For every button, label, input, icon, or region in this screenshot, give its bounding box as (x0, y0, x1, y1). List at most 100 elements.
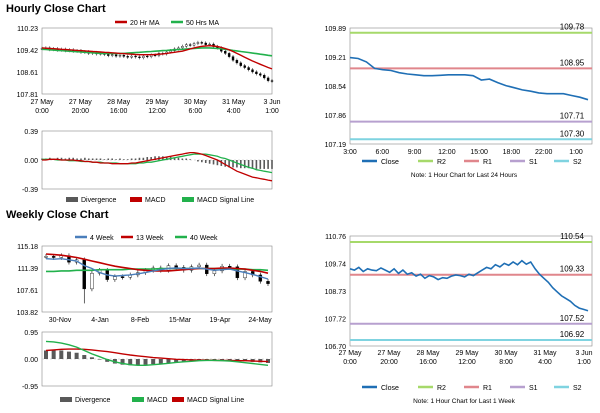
hourly-price-legend-label: 20 Hr MA (130, 20, 160, 27)
hourly-levels-legend-label: R2 (437, 159, 446, 166)
weekly-levels-x-tick: 27 May (378, 350, 401, 357)
hourly-levels-legend-label: S1 (529, 159, 538, 166)
hourly-divergence-bar (185, 158, 188, 160)
hourly-levels-x-tick: 18:00 (503, 149, 521, 156)
hourly-divergence-bar (201, 160, 203, 163)
hourly-macd-chart: 0.39 0.00 -0.39 Divergence MACD MACD Signal L… (22, 129, 273, 204)
weekly-candle-body (90, 272, 94, 290)
hourly-divergence-bar (224, 160, 227, 167)
hourly-levels-legend-label: S2 (573, 159, 582, 166)
weekly-macd-legend-label: MACD (147, 397, 168, 404)
hourly-levels-chart: 109.89 109.21 108.54 107.86 107.19 109.78 108.… (325, 23, 593, 179)
hourly-divergence-bar (228, 160, 230, 168)
hourly-levels-close-line (349, 56, 589, 101)
weekly-candle-body (113, 276, 117, 280)
hourly-levels-level-s2-label: 107.30 (560, 129, 585, 138)
hourly-divergence-bar (87, 158, 90, 160)
hourly-candle-body (192, 43, 196, 46)
weekly-signal-line (45, 348, 269, 363)
weekly-levels-y-tick: 110.76 (325, 234, 346, 241)
hourly-levels-level-r2-label: 109.78 (560, 23, 585, 32)
hourly-price-y-tick: 108.61 (17, 70, 39, 77)
weekly-levels-y-tick: 109.74 (325, 262, 347, 269)
hourly-divergence-bar (126, 159, 129, 160)
weekly-macd-y-tick: -0.95 (22, 384, 38, 391)
hourly-divergence-bar (271, 160, 273, 169)
weekly-candle-body (51, 256, 56, 258)
weekly-price-y-tick: 103.82 (17, 310, 39, 317)
weekly-divergence-bar (120, 359, 125, 365)
hourly-candle-body (224, 50, 227, 54)
hourly-divergence-bar (68, 157, 71, 160)
weekly-macd-chart: 0.95 0.00 -0.95 Divergence MACD MACD Signal L… (22, 330, 273, 404)
weekly-chart-title: Weekly Close Chart (6, 209, 109, 221)
hourly-price-y-tick: 109.42 (17, 48, 39, 55)
weekly-divergence-bar (135, 359, 140, 366)
hourly-divergence-bar (251, 160, 254, 169)
weekly-levels-level-r2-label: 110.54 (560, 232, 584, 241)
weekly-macd-line (45, 340, 269, 366)
hourly-candle-body (263, 74, 266, 79)
weekly-candle-body (258, 274, 263, 282)
weekly-divergence-bar (44, 350, 48, 359)
weekly-levels-y-tick: 108.73 (325, 289, 347, 296)
weekly-levels-legend-label: R1 (483, 385, 492, 392)
weekly-levels-y-tick: 106.70 (325, 344, 347, 351)
hourly-price-x-tick: 0:00 (35, 108, 49, 115)
hourly-candle-body (134, 55, 137, 58)
hourly-divergence-bar (138, 157, 141, 160)
weekly-price-x-tick: 4-Jan (91, 317, 109, 324)
hourly-candle-body (118, 55, 122, 57)
hourly-price-x-tick: 3 Jun (263, 99, 280, 106)
weekly-divergence-bar (220, 359, 225, 361)
hourly-price-plot-frame (41, 27, 273, 95)
hourly-candle-body (204, 42, 207, 45)
hourly-divergence-bar (91, 158, 94, 160)
hourly-candle-body (270, 80, 274, 82)
hourly-divergence-bar (247, 160, 250, 169)
hourly-price-x-tick: 27 May (69, 99, 92, 106)
hourly-divergence-bar (111, 158, 113, 160)
hourly-candle-body (243, 65, 246, 68)
hourly-macd-y-tick: -0.39 (22, 187, 38, 194)
hourly-candle-body (251, 69, 254, 73)
weekly-divergence-bar (89, 357, 94, 359)
weekly-divergence-bar (74, 352, 79, 359)
hourly-candle-body (266, 77, 270, 81)
weekly-price-y-tick: 107.61 (17, 288, 39, 295)
weekly-levels-chart: 110.76 109.74 108.73 107.72 106.70 110.54 109.… (325, 232, 593, 405)
hourly-divergence-bar (259, 160, 262, 169)
weekly-candle-body (228, 266, 232, 268)
weekly-candle-body (212, 270, 217, 274)
weekly-levels-legend-label: S2 (573, 385, 582, 392)
weekly-divergence-bar (151, 359, 156, 365)
hourly-divergence-bar (220, 160, 223, 166)
hourly-candle-body (138, 56, 141, 58)
weekly-divergence-bar (59, 350, 64, 359)
hourly-signal-line (42, 153, 273, 174)
weekly-divergence-bar (105, 359, 110, 362)
weekly-levels-legend-label: R2 (437, 385, 446, 392)
weekly-levels-x-tick: 4:00 (538, 359, 552, 366)
hourly-divergence-bar (64, 158, 67, 160)
hourly-macd-legend-label: MACD (145, 197, 166, 204)
weekly-levels-legend-label: Close (381, 385, 399, 392)
weekly-levels-x-tick: 16:00 (419, 359, 437, 366)
hourly-price-x-tick: 31 May (222, 99, 245, 106)
hourly-price-x-tick: 20:00 (72, 108, 90, 115)
weekly-macd-legend-label: MACD Signal Line (187, 397, 244, 404)
weekly-divergence-bar (158, 359, 163, 364)
hourly-price-y-tick: 107.81 (17, 92, 39, 99)
weekly-levels-x-tick: 20:00 (380, 359, 398, 366)
hourly-levels-x-tick: 9:00 (408, 149, 422, 156)
hourly-divergence-bar (123, 159, 125, 160)
weekly-levels-close-line (349, 259, 589, 312)
weekly-price-x-tick: 30-Nov (49, 317, 72, 324)
weekly-price-legend-label: 40 Week (190, 235, 218, 242)
weekly-ma4-line (45, 257, 269, 280)
hourly-divergence-bar (115, 159, 117, 160)
hourly-chart-title: Hourly Close Chart (6, 3, 106, 15)
weekly-candle-body (266, 281, 270, 284)
hourly-price-x-tick: 12:00 (148, 108, 166, 115)
